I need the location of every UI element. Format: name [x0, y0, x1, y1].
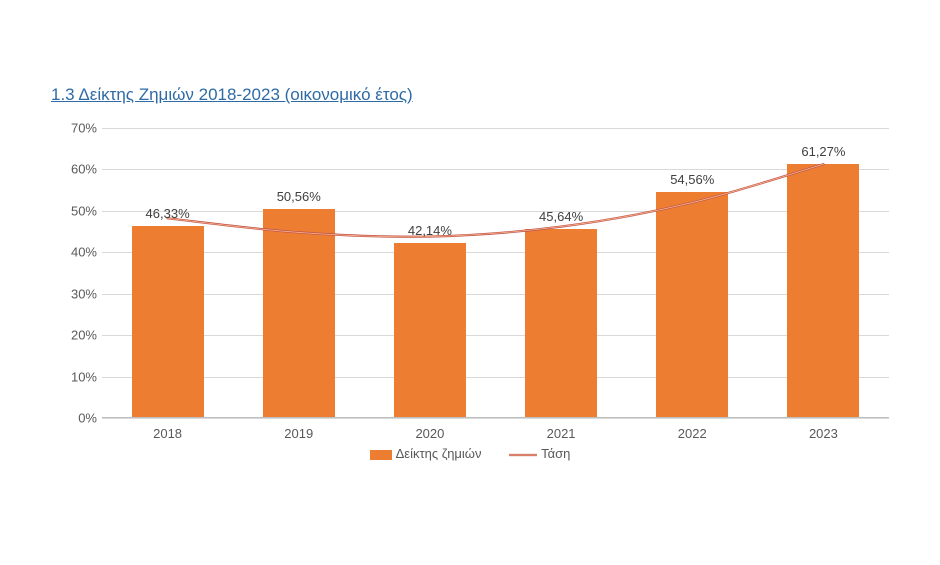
x-tick-label: 2022: [678, 426, 707, 441]
gridline: [102, 211, 889, 212]
data-label: 61,27%: [801, 144, 845, 159]
bar: [656, 192, 728, 418]
y-tick-label: 30%: [57, 286, 97, 301]
y-tick-label: 40%: [57, 245, 97, 260]
x-axis-line: [102, 417, 889, 418]
bar: [525, 229, 597, 418]
gridline: [102, 252, 889, 253]
page: 1.3 Δείκτης Ζημιών 2018-2023 (οικονομικό…: [0, 0, 940, 565]
legend-bar-label: Δείκτης ζημιών: [396, 446, 482, 461]
data-label: 50,56%: [277, 189, 321, 204]
data-label: 54,56%: [670, 172, 714, 187]
data-label: 45,64%: [539, 209, 583, 224]
y-tick-label: 50%: [57, 203, 97, 218]
chart-title: 1.3 Δείκτης Ζημιών 2018-2023 (οικονομικό…: [51, 85, 413, 105]
data-label: 42,14%: [408, 223, 452, 238]
legend-swatch-line: [509, 452, 537, 458]
bar: [394, 243, 466, 418]
gridline: [102, 418, 889, 419]
chart: 0% 10% 20% 30% 40% 50% 60% 70% 2018 2019 2020 2021…: [51, 118, 889, 458]
y-tick-label: 60%: [57, 162, 97, 177]
gridline: [102, 294, 889, 295]
trend-line: [102, 128, 889, 418]
bar: [787, 164, 859, 418]
gridline: [102, 377, 889, 378]
y-tick-label: 10%: [57, 369, 97, 384]
legend-item-bar: Δείκτης ζημιών: [370, 446, 482, 461]
legend-item-line: Τάση: [509, 446, 570, 461]
y-tick-label: 70%: [57, 121, 97, 136]
y-tick-label: 20%: [57, 328, 97, 343]
x-tick-label: 2019: [284, 426, 313, 441]
gridline: [102, 128, 889, 129]
gridline: [102, 169, 889, 170]
data-label: 46,33%: [146, 206, 190, 221]
legend-line-label: Τάση: [541, 446, 570, 461]
x-tick-label: 2023: [809, 426, 838, 441]
y-tick-label: 0%: [57, 411, 97, 426]
x-tick-label: 2021: [547, 426, 576, 441]
gridline: [102, 335, 889, 336]
bar: [132, 226, 204, 418]
bar: [263, 209, 335, 418]
x-tick-label: 2018: [153, 426, 182, 441]
x-tick-label: 2020: [415, 426, 444, 441]
plot-area: [102, 128, 889, 418]
legend-swatch-bar: [370, 450, 392, 460]
legend: Δείκτης ζημιών Τάση: [51, 445, 889, 461]
